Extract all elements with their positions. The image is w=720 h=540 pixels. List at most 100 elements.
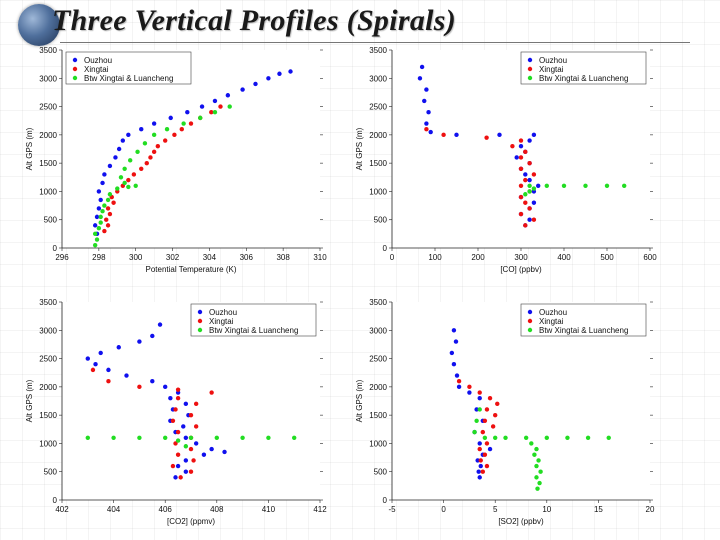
data-point bbox=[527, 206, 532, 211]
data-point bbox=[209, 110, 214, 115]
data-point bbox=[484, 407, 490, 412]
data-point bbox=[126, 184, 131, 190]
y-axis-title: Alt GPS (m) bbox=[25, 379, 34, 422]
data-point bbox=[183, 444, 189, 449]
data-point bbox=[178, 475, 183, 480]
y-tick-label: 1000 bbox=[39, 439, 57, 448]
data-point bbox=[422, 98, 427, 104]
data-point bbox=[102, 203, 107, 208]
legend-box bbox=[520, 303, 647, 337]
data-point bbox=[201, 452, 207, 457]
data-point bbox=[561, 183, 567, 188]
x-tick-label: 406 bbox=[159, 505, 173, 514]
data-point bbox=[535, 486, 540, 491]
data-point bbox=[148, 155, 153, 160]
data-point bbox=[179, 127, 184, 132]
x-tick-label: 412 bbox=[313, 505, 327, 514]
data-point bbox=[214, 435, 219, 440]
x-tick-label: 10 bbox=[542, 505, 551, 514]
data-point bbox=[170, 463, 176, 469]
data-point bbox=[113, 155, 118, 160]
data-point bbox=[100, 180, 105, 186]
data-point bbox=[253, 81, 258, 87]
x-tick-label: 100 bbox=[428, 253, 442, 262]
data-point bbox=[490, 424, 496, 429]
title-divider bbox=[60, 42, 690, 43]
data-point bbox=[527, 138, 532, 143]
y-tick-label: 0 bbox=[53, 496, 58, 505]
data-point bbox=[183, 401, 189, 407]
series-xingtai bbox=[456, 379, 500, 474]
data-point bbox=[484, 441, 490, 446]
y-tick-label: 500 bbox=[374, 216, 388, 225]
y-tick-label: 3500 bbox=[369, 298, 387, 307]
data-point bbox=[544, 435, 549, 440]
data-point bbox=[212, 110, 218, 115]
y-tick-label: 0 bbox=[53, 244, 58, 253]
x-tick-label: 15 bbox=[594, 505, 603, 514]
legend-marker bbox=[197, 318, 203, 324]
data-point bbox=[188, 121, 194, 126]
data-point bbox=[536, 183, 541, 188]
chart-co2: 0 500 1000 1500 2000 2500 3000 3500 402 404 406 408… bbox=[22, 292, 332, 530]
legend-marker bbox=[527, 75, 533, 81]
data-point bbox=[225, 93, 231, 98]
series-ouzhou bbox=[92, 69, 293, 237]
data-point bbox=[118, 175, 124, 180]
y-axis-title: Alt GPS (m) bbox=[355, 127, 364, 170]
x-tick-label: 600 bbox=[643, 253, 657, 262]
data-point bbox=[137, 384, 142, 390]
data-point bbox=[476, 469, 481, 474]
data-point bbox=[477, 475, 482, 480]
data-point bbox=[523, 149, 528, 155]
x-tick-label: 200 bbox=[471, 253, 485, 262]
data-point bbox=[454, 132, 459, 138]
data-point bbox=[98, 220, 103, 225]
data-point bbox=[107, 192, 113, 197]
data-point bbox=[188, 435, 194, 440]
series-ouzhou bbox=[85, 322, 227, 480]
y-tick-label: 2000 bbox=[369, 383, 387, 392]
x-tick-label: 408 bbox=[210, 505, 224, 514]
chart-co: 0 500 1000 1500 2000 2500 3000 3500 0 100 200 300 40… bbox=[352, 40, 662, 278]
data-point bbox=[157, 322, 163, 327]
globe-logo bbox=[18, 4, 60, 46]
data-point bbox=[142, 141, 148, 146]
data-point bbox=[523, 435, 529, 440]
x-axis-title: [CO2] (ppmv) bbox=[167, 517, 215, 526]
chart-potential-temperature: 0 500 1000 1500 2000 2500 3000 3500 296 298 300 302… bbox=[22, 40, 332, 278]
data-point bbox=[96, 226, 102, 231]
data-point bbox=[523, 192, 528, 197]
data-point bbox=[604, 183, 610, 188]
data-point bbox=[222, 449, 227, 455]
data-point bbox=[173, 475, 178, 480]
data-point bbox=[537, 480, 542, 486]
data-point bbox=[193, 401, 199, 407]
legend-label: Btw Xingtai & Luancheng bbox=[209, 326, 298, 335]
x-tick-label: 298 bbox=[92, 253, 106, 262]
legend-marker bbox=[527, 309, 533, 315]
data-point bbox=[85, 356, 90, 361]
legend-marker bbox=[72, 75, 78, 81]
data-point bbox=[527, 160, 532, 166]
data-point bbox=[124, 373, 129, 378]
data-point bbox=[106, 379, 111, 384]
data-point bbox=[424, 121, 429, 126]
data-point bbox=[493, 435, 498, 440]
data-point bbox=[518, 183, 524, 188]
data-point bbox=[606, 435, 611, 440]
data-point bbox=[622, 183, 627, 188]
legend-label: Xingtai bbox=[539, 65, 564, 74]
data-point bbox=[168, 395, 173, 401]
data-point bbox=[199, 104, 205, 109]
data-point bbox=[417, 76, 423, 81]
data-point bbox=[527, 189, 532, 194]
y-tick-label: 0 bbox=[383, 244, 388, 253]
data-point bbox=[527, 217, 532, 222]
y-axis-title: Alt GPS (m) bbox=[355, 379, 364, 422]
data-point bbox=[133, 183, 138, 188]
